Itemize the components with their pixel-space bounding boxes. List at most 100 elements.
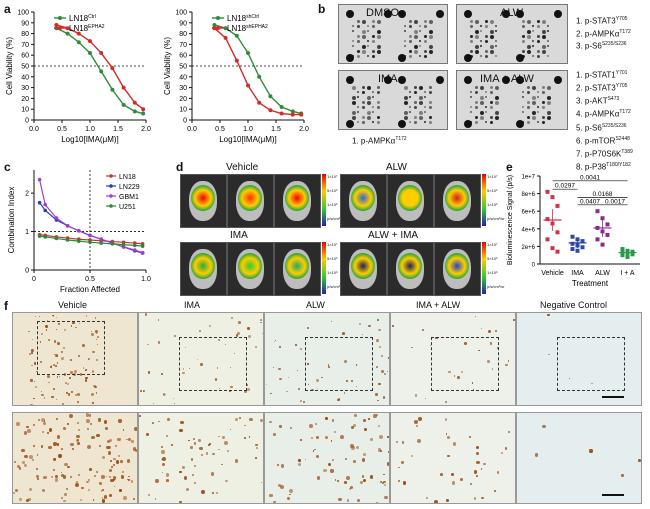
blot-spot [409,106,411,108]
stained-cell [260,481,263,484]
blot-spot [414,50,418,54]
stained-cell [67,465,70,469]
stained-cell [473,470,478,474]
blot-reference-spot [398,54,406,62]
blot-spot [490,35,494,39]
blot-spot [367,96,371,100]
blot-reference-spot [554,10,562,18]
scatter-point [555,249,560,254]
stained-cell [13,492,16,495]
stained-cell [323,469,327,473]
scatter-point [595,209,600,214]
stained-cell [56,435,60,439]
stained-cell [452,442,457,446]
blot-spot [404,55,406,57]
scale-label: 5×10⁶ [327,188,338,193]
scatter-point [555,230,560,235]
blot-spot [490,30,494,34]
stained-cell [377,424,380,428]
stained-cell [17,464,21,468]
stained-cell [295,344,297,346]
stained-cell [33,423,36,426]
stained-cell [383,473,385,476]
luminescence-signal [351,185,375,211]
blot-spot [485,50,488,53]
luminescence-signal [398,185,422,211]
blot-spot [414,20,418,24]
stained-cell [274,339,277,342]
stained-cell [259,319,263,322]
blot-spot [547,55,549,57]
blot-spot [424,55,427,58]
blot-spot [424,50,427,53]
ihc-zoom-image [138,412,264,504]
blot-spot [352,101,356,105]
stained-cell [109,468,113,472]
stained-cell [620,473,625,478]
blot-spot [362,121,365,124]
stained-cell [289,493,291,496]
stained-cell [91,332,95,336]
y-tick-label: 1 [25,229,29,236]
stained-cell [344,392,346,394]
legend-bottom-item: 5. p-S6S235/S236 [576,122,627,133]
blot-reference-spot [436,76,444,84]
stained-cell [33,362,37,365]
stained-cell [638,459,641,463]
y-tick-label: 40 [179,74,187,81]
stained-cell [470,482,473,486]
blot-spot [470,121,472,123]
stained-cell [96,344,98,346]
stained-cell [379,435,383,439]
luminescence-signal [398,253,422,279]
stained-cell [327,365,330,368]
data-point [279,111,284,116]
blot-spot [527,101,530,104]
blot-reference-spot [554,76,562,84]
blot-spot [429,50,433,54]
stained-cell [340,435,345,440]
stained-cell [262,332,263,335]
legend-bottom-item: 3. p-AKTS473 [576,96,620,106]
y-tick-label: 0 [25,268,29,275]
blot-spot [362,45,366,49]
stained-cell [182,368,185,370]
stained-cell [89,468,92,472]
blot-spot [495,111,499,115]
blot-spot [527,116,530,119]
stained-cell [359,323,362,326]
stained-cell [134,449,137,453]
stained-cell [255,443,258,447]
stained-cell [179,470,182,474]
stained-cell [496,471,499,474]
y-tick-label: 40 [21,74,29,81]
stained-cell [189,446,193,449]
blot-spot [377,20,381,24]
stained-cell [381,354,384,357]
blot-spot [485,91,487,93]
stained-cell [74,393,77,397]
stained-cell [63,346,66,350]
blot-spot [414,30,418,34]
blot-spot [404,116,408,120]
panel-label-c: c [4,160,11,174]
stained-cell [589,449,593,453]
blot-spot [377,91,380,94]
stained-cell [214,377,218,381]
stained-cell [243,424,246,427]
stained-cell [68,414,73,419]
ci-point [133,248,137,252]
stained-cell [353,459,357,463]
data-point [76,40,81,45]
y-tick-label: 80 [179,31,187,38]
blot-spot [367,55,369,57]
mouse-bioluminescence-image [434,242,481,296]
stained-cell [56,328,58,331]
stained-cell [34,315,36,318]
zoom-region-box [37,321,105,375]
blot-spot [424,25,427,28]
blot-spot [362,20,366,24]
stained-cell [414,419,419,424]
scatter-point [580,245,585,250]
blot-spot [372,40,375,43]
